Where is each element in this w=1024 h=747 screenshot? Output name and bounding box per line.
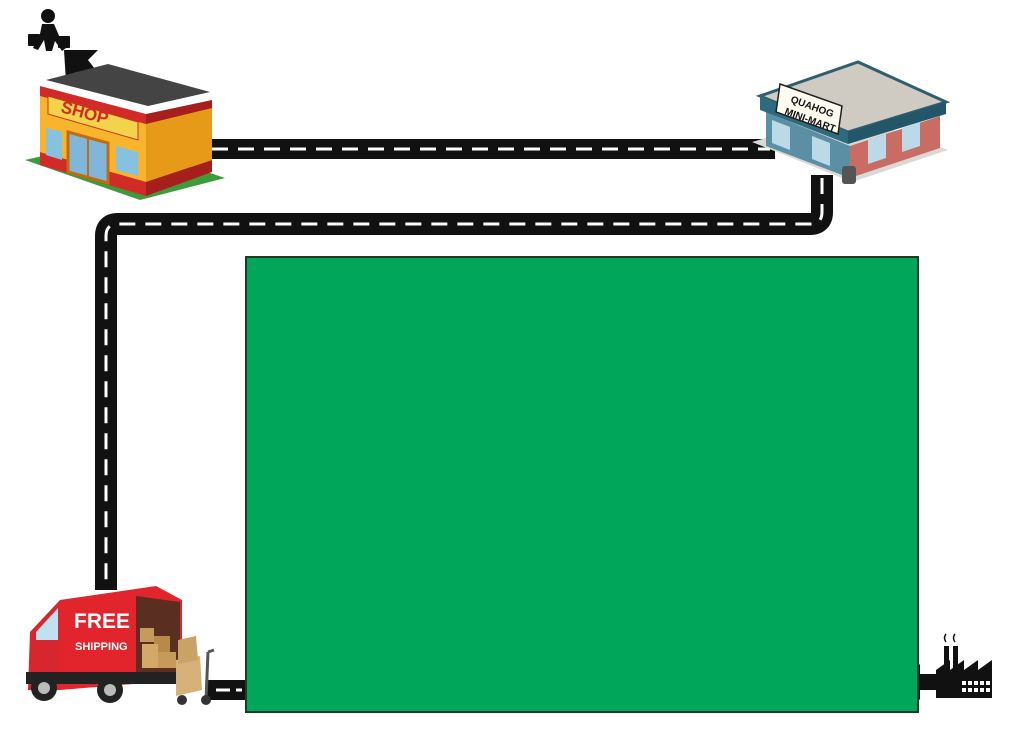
content-panel — [245, 256, 919, 713]
delivery-truck-icon: FREE SHIPPING — [26, 586, 182, 703]
truck-label-line1: FREE — [74, 610, 130, 633]
minimart-icon: QUAHOG MINI-MART — [752, 60, 951, 184]
road-minimart-to-truck — [95, 175, 833, 590]
shopper-icon — [28, 9, 70, 51]
road-shop-to-minimart — [205, 139, 775, 159]
hand-truck-icon — [176, 636, 215, 705]
truck-label-line2: SHIPPING — [75, 641, 128, 653]
road-truck-to-factory — [206, 680, 248, 700]
shop-icon: SHOP — [25, 64, 225, 200]
